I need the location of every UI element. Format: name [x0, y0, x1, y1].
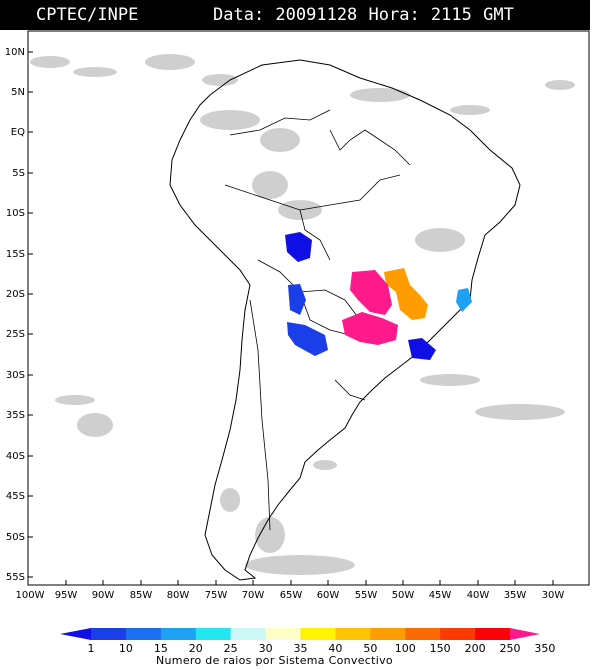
legend-cell	[440, 628, 476, 640]
legend-cell	[230, 628, 267, 640]
lon-label: 100W	[16, 590, 45, 601]
source-label: CPTEC/INPE	[36, 5, 139, 25]
legend-arrow-left	[60, 628, 91, 640]
system-orange-1	[384, 268, 428, 320]
lon-label: 85W	[130, 590, 153, 601]
system-blue-1	[285, 232, 312, 262]
legend-cell	[195, 628, 232, 640]
legend-cell	[335, 628, 371, 640]
lat-label: 5N	[11, 87, 25, 98]
system-blue-3	[287, 322, 328, 356]
legend-value-label: 25	[224, 642, 238, 654]
legend-cell	[91, 628, 127, 640]
lat-label: 30S	[6, 370, 25, 381]
legend-value-label: 250	[500, 642, 521, 654]
lon-label: 90W	[92, 590, 115, 601]
lat-label: 5S	[12, 168, 25, 179]
lon-label: 45W	[429, 590, 452, 601]
lat-label: EQ	[11, 127, 25, 138]
lat-label: 55S	[6, 572, 25, 583]
legend-cell	[370, 628, 406, 640]
south-america-coastline	[169, 59, 521, 581]
legend-labels: 1 10 15 20 25 30 35 40 50 100 150 200 250 350	[88, 642, 556, 654]
map-panel: 10N 5N EQ 5S 10S 15S 20S 25S 30S 35S 40S…	[5, 30, 590, 601]
lon-label: 50W	[392, 590, 415, 601]
lat-label: 15S	[6, 249, 25, 260]
lat-label: 20S	[6, 289, 25, 300]
latitude-axis: 10N 5N EQ 5S 10S 15S 20S 25S 30S 35S 40S…	[5, 47, 33, 583]
lon-label: 75W	[205, 590, 228, 601]
system-blue-2	[288, 284, 306, 315]
lon-label: 65W	[280, 590, 303, 601]
legend-value-label: 200	[465, 642, 486, 654]
legend-cells	[91, 628, 511, 640]
system-pink-2	[342, 312, 398, 345]
header-bar: CPTEC/INPE Data: 20091128 Hora: 2115 GMT	[0, 0, 590, 30]
legend-cell	[475, 628, 511, 640]
legend-value-label: 15	[154, 642, 168, 654]
legend-cell	[265, 628, 301, 640]
legend-arrow-right	[510, 628, 540, 640]
cloud-cover	[30, 54, 575, 575]
lon-label: 30W	[542, 590, 565, 601]
longitude-axis: 100W 95W 90W 85W 80W 75W 70W 65W 60W 55W…	[16, 580, 565, 601]
legend-cell	[125, 628, 162, 640]
legend-value-label: 350	[534, 642, 555, 654]
system-cyan-1	[456, 288, 472, 312]
lon-label: 95W	[55, 590, 78, 601]
lon-label: 70W	[242, 590, 265, 601]
legend-value-label: 40	[328, 642, 342, 654]
legend-value-label: 50	[363, 642, 377, 654]
lat-label: 10S	[6, 208, 25, 219]
legend-caption: Numero de raios por Sistema Convectivo	[156, 654, 393, 667]
legend-value-label: 30	[259, 642, 273, 654]
lon-label: 35W	[504, 590, 527, 601]
lon-label: 80W	[167, 590, 190, 601]
lat-label: 35S	[6, 410, 25, 421]
date-time-label: Data: 20091128 Hora: 2115 GMT	[213, 5, 514, 25]
legend-cell	[405, 628, 441, 640]
lat-label: 25S	[6, 329, 25, 340]
system-pink-1	[350, 270, 392, 315]
lat-label: 10N	[5, 47, 25, 58]
legend-value-label: 1	[88, 642, 95, 654]
legend-value-label: 35	[294, 642, 308, 654]
lat-label: 40S	[6, 451, 25, 462]
legend-value-label: 150	[430, 642, 451, 654]
map-frame	[27, 30, 590, 586]
lon-label: 40W	[467, 590, 490, 601]
lat-label: 45S	[6, 491, 25, 502]
lat-label: 50S	[6, 532, 25, 543]
system-blue-4	[408, 338, 436, 360]
legend-value-label: 100	[395, 642, 416, 654]
legend-colorbar: 1 10 15 20 25 30 35 40 50 100 150 200 250 350	[60, 628, 556, 654]
legend-value-label: 20	[189, 642, 203, 654]
lon-label: 60W	[317, 590, 340, 601]
legend-cell	[160, 628, 197, 640]
convective-systems	[285, 232, 472, 360]
legend-cell	[300, 628, 336, 640]
lon-label: 55W	[355, 590, 378, 601]
legend-value-label: 10	[119, 642, 133, 654]
